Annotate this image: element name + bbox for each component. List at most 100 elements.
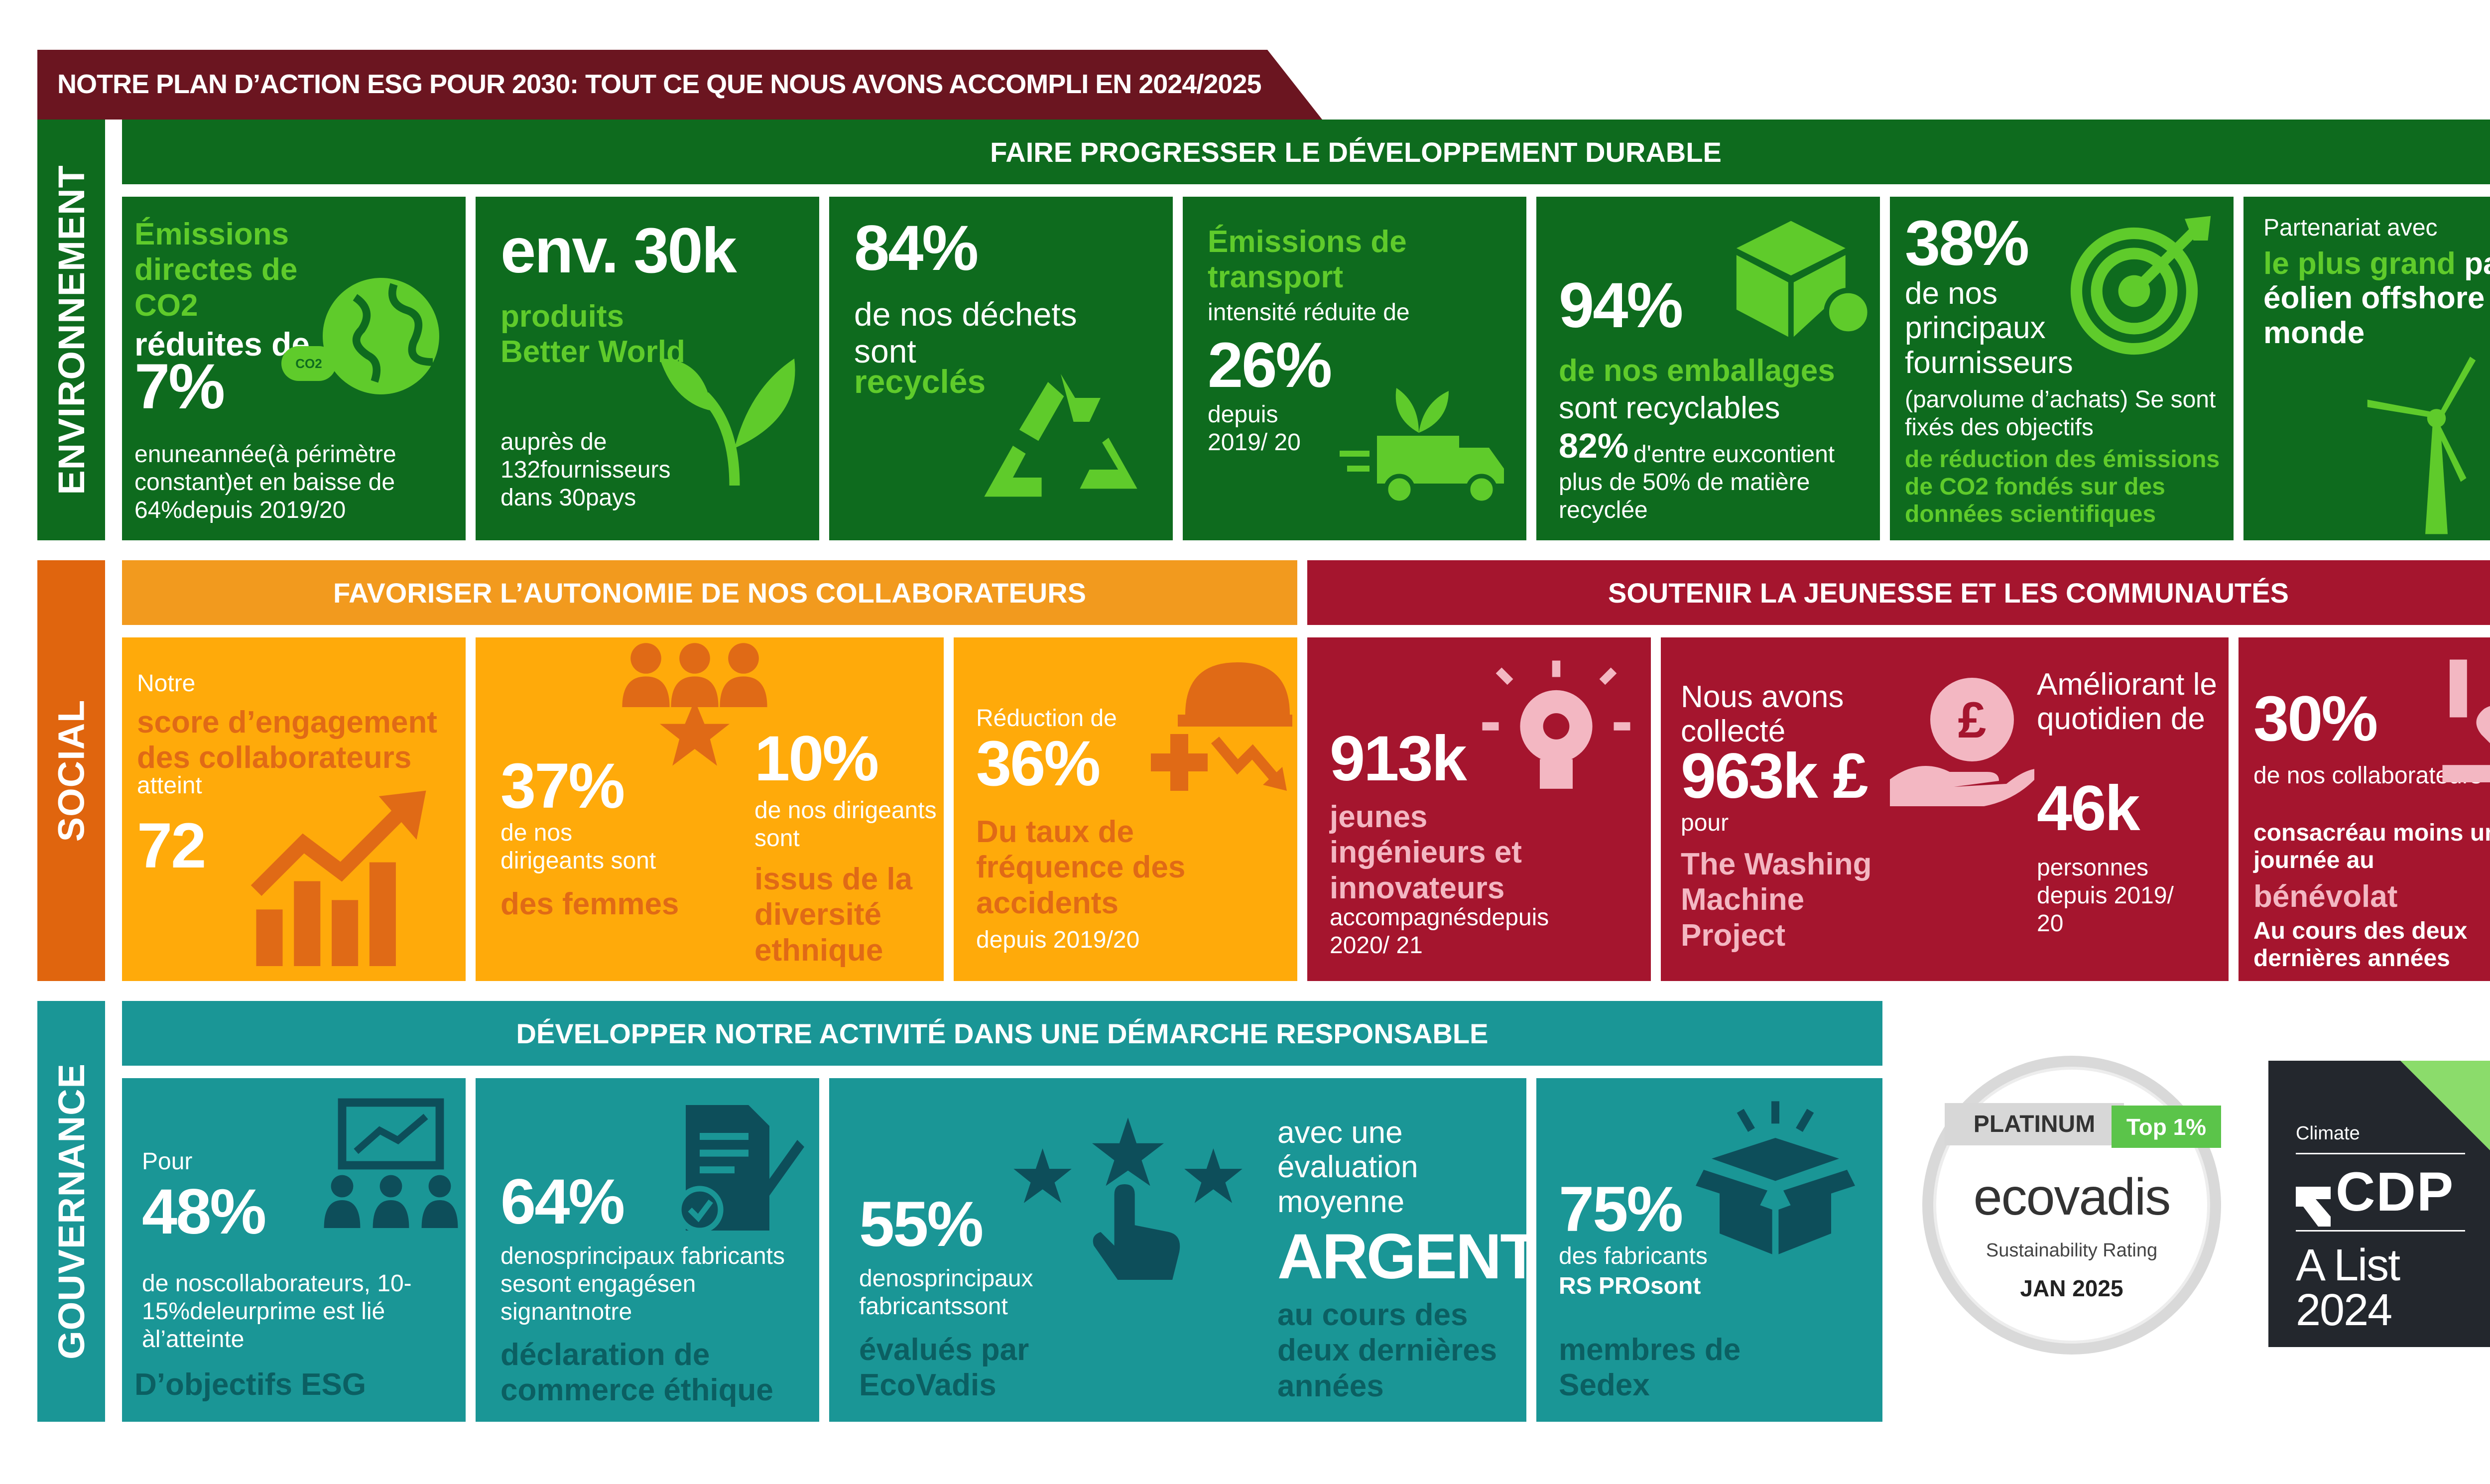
env-suppliers-value: 38% xyxy=(1905,208,2029,279)
co2-cloud-icon: CO2 xyxy=(281,346,336,381)
gov-bonus-value: 48% xyxy=(142,1176,266,1247)
ecovadis-badge: PLATINUM Top 1% ecovadis Sustainability … xyxy=(1922,1056,2221,1355)
env-transport-highlight: Émissions de transport xyxy=(1208,225,1407,295)
recycle-icon xyxy=(979,366,1143,528)
social-improving-value: 46k xyxy=(2037,773,2140,844)
lightbulb-icon xyxy=(1472,652,1641,819)
social-engineers-highlight: jeunes ingénieurs et innovateurs xyxy=(1330,800,1522,905)
env-products-value: env. 30k xyxy=(500,215,737,286)
env-card-co2: Émissions directes de CO2 réduites de 7%… xyxy=(122,197,466,540)
gov-card-sedex: 75% des fabricants RS PROsont membres de… xyxy=(1536,1078,1882,1422)
growth-chart-icon xyxy=(247,787,436,969)
env-waste-value: 84% xyxy=(854,213,979,284)
gov-sedex-highlight: membres de Sedex xyxy=(1559,1333,1741,1403)
governance-header: DÉVELOPPER NOTRE ACTIVITÉ DANS UNE DÉMAR… xyxy=(122,1001,1882,1066)
governance-side-label: GOUVERNANCE xyxy=(37,1001,112,1422)
page-title: NOTRE PLAN D’ACTION ESG POUR 2030: TOUT … xyxy=(57,69,1261,99)
social-engineers-detail: accompagnésdepuis 2020/ 21 xyxy=(1330,904,1549,959)
env-waste-text: de nos déchets sont xyxy=(854,296,1077,370)
gov-ethics-detail: denosprincipaux fabricants sesont engagé… xyxy=(500,1243,785,1326)
gov-assessment-value: 55% xyxy=(859,1189,984,1260)
social-leaders-women-highlight: des femmes xyxy=(500,887,679,921)
social-card-engagement: Notre score d’engagement des collaborate… xyxy=(122,637,466,981)
ecovadis-date: JAN 2025 xyxy=(2020,1275,2123,1301)
social-collected-highlight: The Washing Machine Project xyxy=(1681,847,1872,953)
env-packaging-highlight: de nos emballages xyxy=(1559,354,1835,388)
gov-bonus-highlight: D’objectifs ESG xyxy=(134,1367,367,1402)
social-accidents-value: 36% xyxy=(976,728,1101,799)
presentation-icon xyxy=(321,1093,461,1240)
social-improving-detail: personnes depuis 2019/ 20 xyxy=(2037,855,2174,937)
env-card-packaging: 94% de nos emballages sont recyclables 8… xyxy=(1536,197,1880,540)
open-box-icon xyxy=(1696,1098,1855,1260)
env-card-suppliers: 38% de nos principaux fournisseurs (parv… xyxy=(1890,197,2234,540)
rating-stars-icon xyxy=(1008,1101,1247,1282)
env-suppliers-highlight: de réduction des émissions de CO2 fondés… xyxy=(1905,446,2220,528)
gov-sedex-detail-2: RS PROsont xyxy=(1559,1273,1701,1299)
env-packaging-value-2: 82% xyxy=(1559,426,1629,465)
co2-label: CO2 xyxy=(295,356,322,371)
cdp-logo: CDP xyxy=(2296,1160,2455,1227)
social-engagement-highlight: score d’engagement des collaborateurs xyxy=(137,705,437,775)
env-wind-text-2: parc éolien offshore au monde xyxy=(2263,247,2490,350)
env-packaging-detail: d'entre euxcontient plus de 50% de matiè… xyxy=(1559,441,1835,524)
gov-card-bonus: Pour 48% de noscollaborateurs, 10-15%del… xyxy=(122,1078,466,1422)
social-card-leaders: 37% de nos dirigeants sont des femmes 10… xyxy=(476,637,944,981)
gov-assessment-detail: denosprincipaux fabricantssont xyxy=(859,1265,1033,1320)
social-engagement-text: Notre xyxy=(137,670,196,697)
gov-rating-highlight: au cours des deux dernières années xyxy=(1277,1298,1497,1403)
gov-card-ecovadis-assessment: 55% denosprincipaux fabricantssont évalu… xyxy=(829,1078,1526,1422)
env-co2-text: réduites de xyxy=(134,326,310,363)
gov-card-ethics: 64% denosprincipaux fabricants sesont en… xyxy=(476,1078,819,1422)
env-packaging-value: 94% xyxy=(1559,270,1683,341)
env-card-waste: 84% de nos déchets sont recyclés xyxy=(829,197,1173,540)
gov-bonus-detail: de noscollaborateurs, 10-15%deleurprime … xyxy=(142,1270,412,1353)
social-card-accidents: Réduction de 36% Du taux de fréquence de… xyxy=(954,637,1297,981)
title-banner: NOTRE PLAN D’ACTION ESG POUR 2030: TOUT … xyxy=(37,50,1322,120)
social-card-engineers: 913k jeunes ingénieurs et innovateurs ac… xyxy=(1307,637,1651,981)
env-suppliers-detail: (parvolume d’achats) Se sont fixés des o… xyxy=(1905,386,2216,441)
social-improving-text: Améliorant le quotidien de xyxy=(2037,667,2217,737)
gov-bonus-text: Pour xyxy=(142,1148,193,1175)
cdp-bottom-rule xyxy=(2296,1230,2465,1232)
social-card-volunteering: 30% de nos collaborateurs ont consacréau… xyxy=(2239,637,2490,981)
social-collected-text: Nous avons collecté xyxy=(1681,680,1844,749)
env-suppliers-text: de nos principaux fournisseurs xyxy=(1905,276,2073,380)
ecovadis-brand: ecovadis xyxy=(1973,1168,2171,1226)
environment-header: FAIRE PROGRESSER LE DÉVELOPPEMENT DURABL… xyxy=(122,120,2490,184)
env-products-highlight: produits Better World xyxy=(500,299,685,370)
cdp-brand: CDP xyxy=(2336,1161,2455,1223)
svg-text:£: £ xyxy=(1958,692,1987,748)
safety-helmet-icon xyxy=(1138,647,1297,799)
social-leaders-women-text: de nos dirigeants sont xyxy=(500,820,656,874)
cdp-badge: Climate CDP A List 2024 xyxy=(2268,1061,2490,1347)
social-collected-value: 963k £ xyxy=(1681,741,1868,812)
env-wind-highlight: le plus grand xyxy=(2263,247,2456,281)
truck-icon xyxy=(1332,361,1511,513)
ecovadis-top-ribbon: Top 1% xyxy=(2112,1106,2221,1148)
env-transport-value: 26% xyxy=(1208,330,1332,401)
cdp-climate-label: Climate xyxy=(2296,1123,2360,1144)
gov-ethics-value: 64% xyxy=(500,1166,625,1237)
ecovadis-rating-label: Sustainability Rating xyxy=(1986,1240,2158,1261)
social-volunteering-text-3: Au cours des deux dernières années xyxy=(2253,918,2468,972)
cdp-corner-triangle xyxy=(2400,1061,2490,1150)
social-volunteering-text-2: consacréau moins une journée au xyxy=(2253,820,2490,874)
social-header-youth: SOUTENIR LA JEUNESSE ET LES COMMUNAUTÉS xyxy=(1307,560,2490,625)
cdp-year: 2024 xyxy=(2296,1285,2392,1335)
social-leaders-women-value: 37% xyxy=(500,750,625,822)
environment-side-label: ENVIRONNEMENT xyxy=(37,120,112,540)
cdp-mark-icon xyxy=(2296,1176,2331,1227)
env-wind-statement: le plus grand parc éolien offshore au mo… xyxy=(2263,247,2490,350)
env-waste-highlight: recyclés xyxy=(854,363,986,400)
cdp-list-label: A List xyxy=(2296,1240,2400,1290)
social-leaders-diversity-highlight: issus de la diversité ethnique xyxy=(754,862,913,968)
social-engagement-value: 72 xyxy=(137,810,206,881)
heart-hands-icon xyxy=(2435,652,2490,799)
env-wind-text: Partenariat avec xyxy=(2263,215,2438,241)
env-co2-detail: enuneannée(à périmètre constant)et en ba… xyxy=(134,441,396,524)
gov-ethics-highlight: déclaration de commerce éthique xyxy=(500,1338,773,1408)
signed-document-icon xyxy=(665,1098,804,1240)
gov-assessment-highlight: évalués par EcoVadis xyxy=(859,1333,1029,1403)
env-packaging-text: sont recyclables xyxy=(1559,391,1780,425)
